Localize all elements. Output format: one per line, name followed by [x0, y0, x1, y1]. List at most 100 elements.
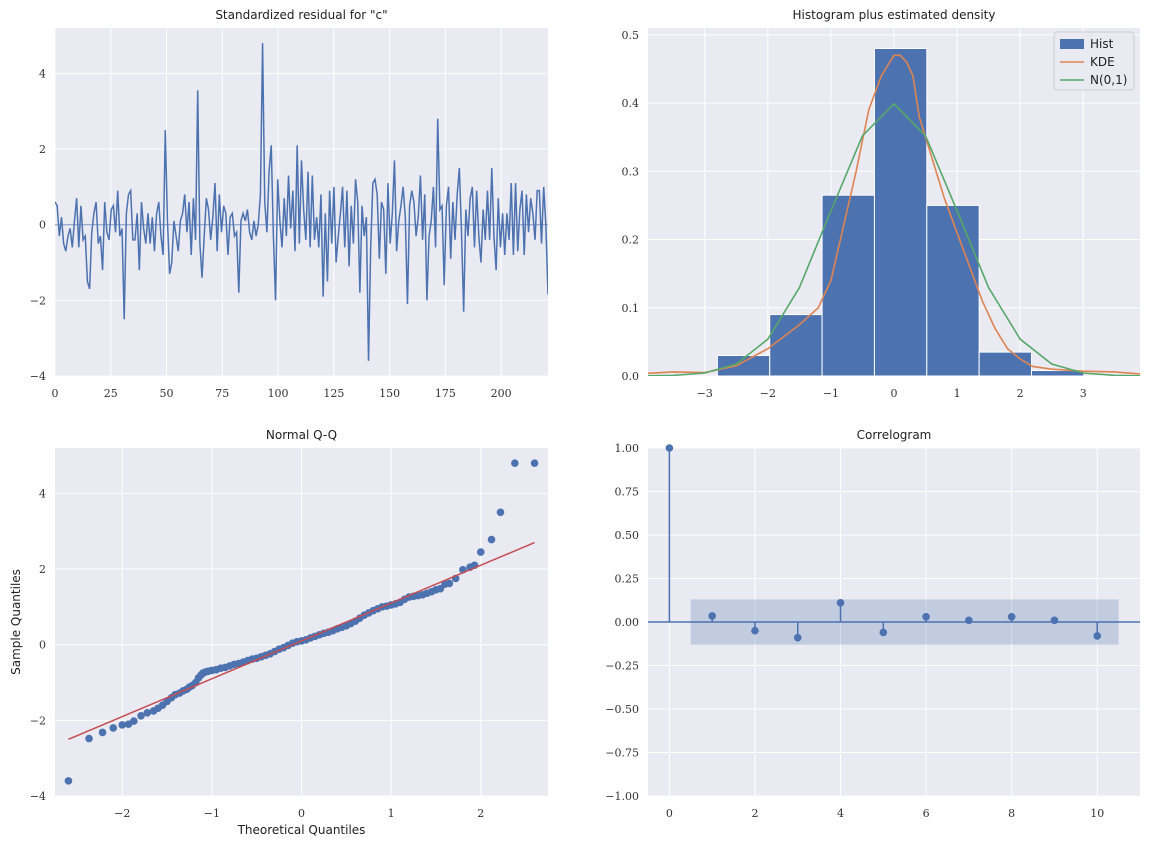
x-tick-label: −3	[697, 387, 713, 400]
y-tick-label: 0.3	[622, 165, 640, 178]
x-tick-label: 8	[1008, 807, 1015, 820]
x-tick-label: 3	[1080, 387, 1087, 400]
y-tick-label: 0.0	[622, 370, 640, 383]
y-tick-label: 0	[39, 639, 46, 652]
y-axis-label: Sample Quantiles	[9, 569, 23, 675]
y-tick-label: 1.00	[615, 442, 640, 455]
x-tick-label: 6	[923, 807, 930, 820]
x-tick-label: 0	[52, 387, 59, 400]
x-tick-label: 75	[215, 387, 229, 400]
x-tick-label: −2	[114, 807, 130, 820]
y-tick-label: 0.1	[622, 302, 640, 315]
chart-title: Correlogram	[857, 428, 932, 442]
y-tick-label: 2	[39, 563, 46, 576]
legend-label: N(0,1)	[1090, 73, 1127, 87]
chart-title: Histogram plus estimated density	[793, 8, 996, 22]
correlogram-panel: 0 2 4 6 8 10 −1.00 −0.75 −0.50 −0.25 0.00 0.25 0.50 0…	[605, 428, 1140, 820]
y-tick-label: −4	[30, 370, 46, 383]
legend-label: KDE	[1090, 55, 1115, 69]
y-tick-label: 2	[39, 143, 46, 156]
x-tick-label: 0	[891, 387, 898, 400]
qq-reference-line	[68, 541, 535, 740]
y-tick-label: 0.2	[622, 234, 640, 247]
acf-point	[965, 616, 973, 625]
x-tick-label: 200	[491, 387, 512, 400]
y-tick-label: −4	[30, 790, 46, 803]
x-tick-label: 1	[388, 807, 395, 820]
acf-point	[836, 599, 845, 607]
x-tick-label: −1	[204, 807, 220, 820]
qq-point	[530, 459, 539, 467]
x-tick-label: 125	[323, 387, 344, 400]
acf-point	[1050, 616, 1059, 625]
y-tick-label: −1.00	[605, 790, 639, 803]
chart-title: Standardized residual for "c"	[215, 8, 387, 22]
x-tick-label: 1	[954, 387, 961, 400]
x-tick-label: 100	[268, 387, 289, 400]
histogram-bar	[769, 314, 823, 376]
chart-title: Normal Q-Q	[266, 428, 337, 442]
legend: Hist KDE N(0,1)	[1053, 31, 1135, 91]
qq-point	[118, 721, 127, 729]
x-axis-label: Theoretical Quantiles	[237, 823, 366, 837]
acf-point	[879, 628, 888, 637]
x-tick-label: 150	[379, 387, 400, 400]
x-tick-label: 0	[666, 807, 673, 820]
y-tick-label: 4	[39, 67, 46, 80]
histogram-bar	[821, 194, 875, 376]
qq-point	[143, 708, 152, 717]
residual-panel: 0 25 50 75 100 125 150 175 200 −4 −2 0 2 4 Standardize…	[30, 8, 548, 400]
histogram-bar	[978, 351, 1033, 376]
qq-point	[511, 459, 519, 467]
qq-point	[85, 734, 93, 743]
x-tick-label: 4	[837, 807, 844, 820]
acf-point	[665, 444, 674, 452]
y-tick-label: 0.4	[622, 97, 640, 110]
acf-point	[708, 612, 716, 620]
x-tick-label: 25	[104, 387, 118, 400]
histogram-bar	[873, 47, 928, 376]
qq-point	[109, 724, 118, 732]
qq-point	[137, 712, 145, 720]
normal-density-line	[648, 102, 1140, 376]
x-tick-label: −2	[760, 387, 776, 400]
y-tick-label: 0.00	[615, 616, 640, 629]
acf-point	[793, 633, 802, 642]
histogram-bar	[926, 204, 980, 376]
qq-point	[64, 777, 73, 785]
y-tick-label: −0.75	[605, 747, 639, 760]
acf-point	[922, 612, 930, 621]
x-tick-label: 0	[298, 807, 305, 820]
qq-panel: −2 −1 0 1 2 −4 −2 0 2 4 Normal Q-Q Theoretical Quan…	[9, 428, 548, 837]
y-tick-label: −2	[30, 714, 46, 727]
acf-point	[1093, 632, 1102, 640]
qq-point	[476, 548, 485, 556]
y-tick-label: 0.75	[615, 486, 640, 499]
kde-line	[648, 54, 1140, 375]
y-tick-label: 0	[39, 219, 46, 232]
x-tick-label: 2	[477, 807, 484, 820]
histogram-panel: −3 −2 −1 0 1 2 3 0.0 0.1 0.2 0.3 0.4 0.5 Histogram pl…	[622, 8, 1140, 400]
y-tick-label: 0.50	[615, 529, 640, 542]
qq-point	[496, 508, 505, 517]
x-tick-label: 2	[751, 807, 758, 820]
acf-point	[1007, 612, 1016, 621]
residual-line	[55, 43, 548, 361]
y-tick-label: 0.25	[615, 573, 640, 586]
y-tick-label: −2	[30, 294, 46, 307]
acf-point	[751, 626, 759, 635]
x-tick-label: 2	[1017, 387, 1024, 400]
y-tick-label: 0.5	[622, 29, 640, 42]
x-tick-label: 175	[435, 387, 456, 400]
qq-point	[130, 717, 138, 725]
plot-background	[55, 28, 548, 376]
qq-point	[98, 728, 107, 737]
x-tick-label: 50	[160, 387, 174, 400]
y-tick-label: 4	[39, 487, 46, 500]
x-tick-label: −1	[823, 387, 839, 400]
qq-point	[445, 579, 454, 588]
qq-point	[487, 535, 496, 544]
legend-patch-hist	[1060, 39, 1084, 49]
x-tick-label: 10	[1090, 807, 1104, 820]
